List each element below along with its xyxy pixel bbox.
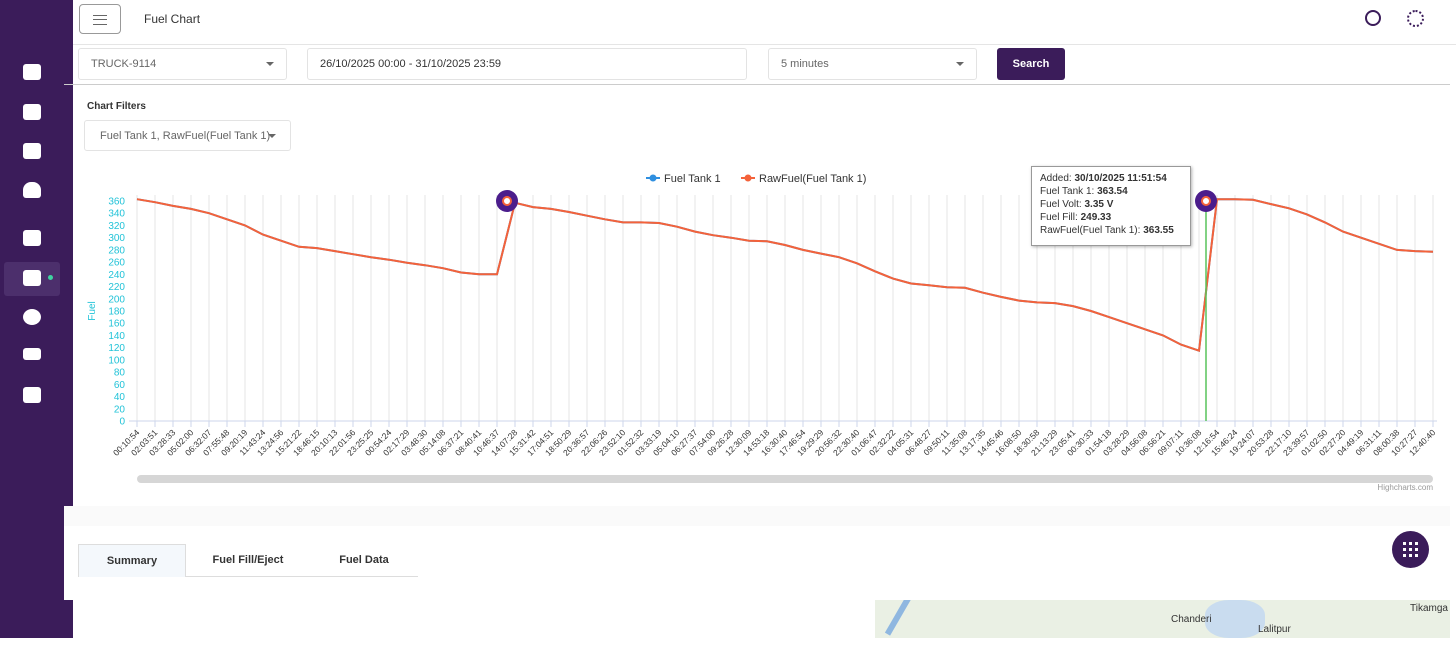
nav-devices[interactable] <box>23 348 41 360</box>
legend-dot <box>649 174 657 182</box>
legend-label: RawFuel(Fuel Tank 1) <box>759 173 866 185</box>
y-tick-label: 340 <box>108 209 125 220</box>
tooltip-row: RawFuel(Fuel Tank 1): 363.55 <box>1040 224 1182 237</box>
nav-alerts[interactable] <box>23 182 41 198</box>
nav-vehicles[interactable] <box>23 104 41 120</box>
y-tick-label: 280 <box>108 245 125 256</box>
y-tick-label: 160 <box>108 319 125 330</box>
chart-filter-text: Fuel Tank 1, RawFuel(Fuel Tank 1) <box>100 129 271 142</box>
interval-select[interactable]: 5 minutes <box>768 48 977 80</box>
credit: Highcharts.com <box>1377 483 1433 492</box>
fill-marker-dot <box>1201 196 1211 206</box>
fuel-chart: 0204060801001201401601802002202402602803… <box>87 173 1438 492</box>
scrollbar <box>137 475 1433 483</box>
y-tick-label: 320 <box>108 221 125 232</box>
y-tick-label: 300 <box>108 233 125 244</box>
chart-filters-label: Chart Filters <box>87 101 146 112</box>
nav-launch[interactable] <box>23 230 41 246</box>
y-tick-label: 120 <box>108 343 125 354</box>
settings-icon[interactable] <box>1407 10 1424 27</box>
nav-fuel[interactable] <box>23 270 41 286</box>
y-tick-label: 360 <box>108 197 125 208</box>
refresh-icon[interactable] <box>1365 10 1381 26</box>
tooltip-label: Fuel Fill: <box>1040 212 1078 223</box>
menu-button[interactable] <box>79 4 121 34</box>
active-dot <box>48 275 53 280</box>
tooltip-value: 30/10/2025 11:51:54 <box>1074 173 1167 184</box>
y-tick-label: 240 <box>108 270 125 281</box>
y-tick-label: 100 <box>108 355 125 366</box>
vehicle-select[interactable]: TRUCK-9114 <box>78 48 287 80</box>
tabs-panel: Summary Fuel Fill/Eject Fuel Data <box>64 526 1450 600</box>
fill-marker-dot <box>502 196 512 206</box>
y-tick-label: 80 <box>114 368 126 379</box>
legend-label: Fuel Tank 1 <box>664 173 721 185</box>
map: Chanderi Lalitpur Tikamga <box>875 600 1450 638</box>
y-tick-label: 140 <box>108 331 125 342</box>
y-axis-title: Fuel <box>87 301 98 320</box>
legend-dot <box>744 174 752 182</box>
y-tick-label: 0 <box>119 417 125 428</box>
tooltip-row: Fuel Tank 1: 363.54 <box>1040 185 1182 198</box>
search-button[interactable]: Search <box>997 48 1065 80</box>
y-tick-label: 40 <box>114 392 126 403</box>
chart-filter-select[interactable]: Fuel Tank 1, RawFuel(Fuel Tank 1) <box>84 120 291 151</box>
y-tick-label: 200 <box>108 294 125 305</box>
nav-reports[interactable] <box>23 143 41 159</box>
tab[interactable]: Fuel Fill/Eject <box>212 554 284 566</box>
tooltip-row: Fuel Volt: 3.35 V <box>1040 198 1182 211</box>
y-tick-label: 60 <box>114 380 126 391</box>
nav-id[interactable] <box>23 387 41 403</box>
nav-settings[interactable] <box>23 309 41 325</box>
nav-home[interactable] <box>23 64 41 80</box>
interval-text: 5 minutes <box>781 58 829 70</box>
map-label: Chanderi <box>1171 614 1212 625</box>
tooltip: Added: 30/10/2025 11:51:54 Fuel Tank 1: 3… <box>1031 166 1191 246</box>
tooltip-value: 363.54 <box>1097 186 1128 197</box>
tab[interactable]: Fuel Data <box>339 554 389 566</box>
tabs-line <box>78 576 418 577</box>
sidebar <box>0 0 73 638</box>
map-label: Tikamga <box>1410 603 1448 614</box>
tooltip-label: RawFuel(Fuel Tank 1): <box>1040 225 1141 236</box>
tooltip-value: 3.35 V <box>1084 199 1114 210</box>
spacer <box>64 506 1450 526</box>
y-tick-label: 20 <box>114 404 126 415</box>
date-range-text: 26/10/2025 00:00 - 31/10/2025 23:59 <box>320 58 502 70</box>
tooltip-label: Fuel Tank 1: <box>1040 186 1095 197</box>
tab[interactable]: Summary <box>78 544 186 577</box>
apps-button[interactable] <box>1392 531 1429 568</box>
tooltip-row: Fuel Fill: 249.33 <box>1040 211 1182 224</box>
tooltip-row: Added: 30/10/2025 11:51:54 <box>1040 172 1182 185</box>
vehicle-text: TRUCK-9114 <box>91 58 157 70</box>
y-tick-label: 220 <box>108 282 125 293</box>
divider <box>64 84 1450 85</box>
series-line <box>136 198 1434 353</box>
map-label: Lalitpur <box>1258 624 1291 635</box>
date-range-input[interactable]: 26/10/2025 00:00 - 31/10/2025 23:59 <box>307 48 747 80</box>
tooltip-value: 249.33 <box>1080 212 1112 223</box>
page-title: Fuel Chart <box>144 12 201 26</box>
chart-card: Chart Filters Fuel Tank 1, RawFuel(Fuel … <box>64 88 1450 507</box>
tooltip-label: Fuel Volt: <box>1040 199 1082 210</box>
y-tick-label: 180 <box>108 307 125 318</box>
tooltip-value: 363.55 <box>1143 225 1174 236</box>
tooltip-label: Added: <box>1040 173 1072 184</box>
y-tick-label: 260 <box>108 258 125 269</box>
top-bar: Fuel Chart <box>73 0 1456 45</box>
